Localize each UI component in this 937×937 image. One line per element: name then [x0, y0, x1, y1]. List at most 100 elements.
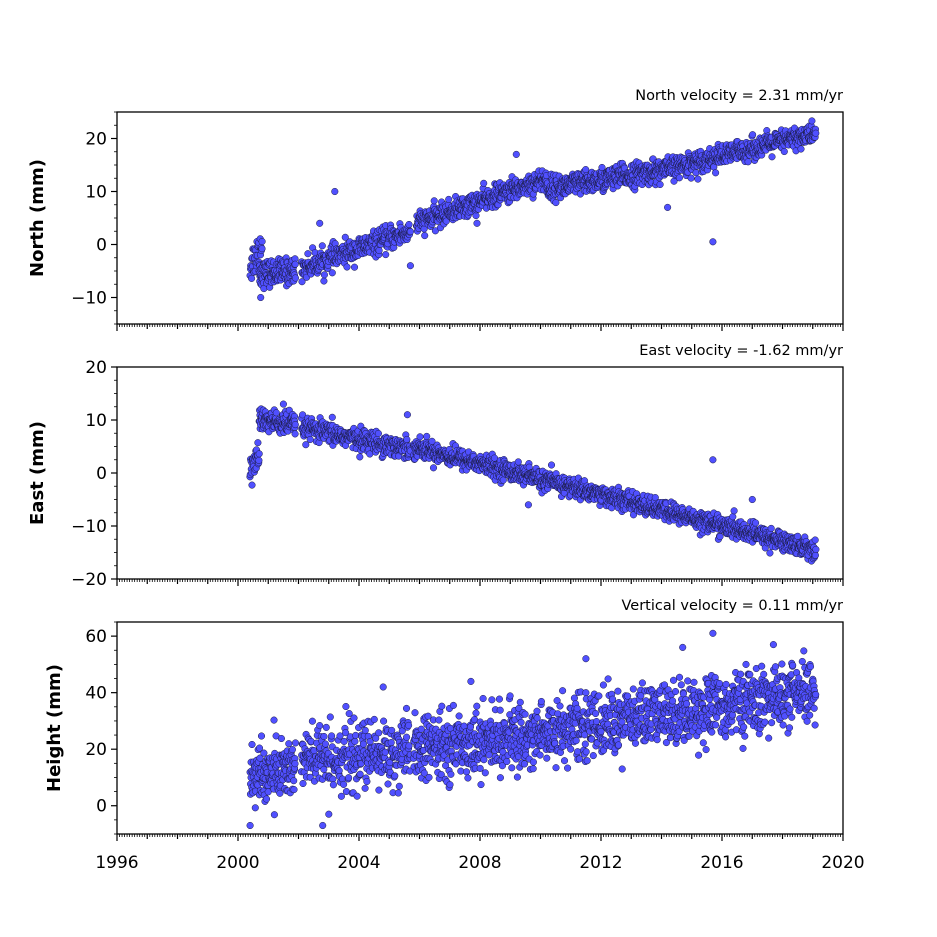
- outlier-point: [257, 293, 265, 302]
- data-point: [320, 732, 328, 741]
- data-point: [298, 278, 306, 286]
- outlier-point: [709, 238, 717, 246]
- data-point: [304, 250, 312, 258]
- data-point: [808, 117, 816, 125]
- data-point: [329, 781, 337, 789]
- data-point: [384, 780, 392, 788]
- data-point: [382, 251, 390, 259]
- data-point: [328, 732, 336, 740]
- data-point: [794, 532, 802, 540]
- data-point: [812, 129, 820, 137]
- data-point: [391, 772, 399, 780]
- data-point: [318, 242, 326, 250]
- data-point: [299, 779, 307, 788]
- y-tick-label: 0: [96, 236, 107, 256]
- data-point: [402, 704, 411, 712]
- data-point: [394, 789, 402, 797]
- data-point: [744, 158, 752, 166]
- data-point: [320, 277, 328, 285]
- data-point: [340, 780, 348, 788]
- data-point: [255, 450, 263, 458]
- data-point: [423, 432, 431, 440]
- data-point: [255, 456, 263, 464]
- data-point: [260, 749, 268, 757]
- data-point: [411, 709, 419, 717]
- north-ylabel: North (mm): [27, 159, 48, 277]
- data-point: [712, 169, 720, 177]
- data-point: [403, 733, 411, 741]
- outlier-point: [331, 187, 339, 196]
- data-point: [361, 726, 369, 734]
- data-point: [406, 228, 414, 236]
- outlier-point: [316, 219, 324, 227]
- outlier-point: [512, 150, 520, 158]
- data-point: [656, 180, 664, 189]
- data-point: [514, 458, 522, 466]
- data-point: [811, 551, 819, 559]
- data-point: [356, 770, 364, 778]
- data-point: [438, 702, 446, 710]
- data-point: [345, 774, 353, 782]
- height-ylabel: Height (mm): [44, 664, 65, 792]
- data-point: [416, 433, 424, 441]
- data-point: [425, 773, 433, 781]
- data-point: [350, 263, 359, 271]
- data-point: [341, 233, 349, 241]
- data-point: [251, 804, 259, 812]
- data-point: [363, 777, 371, 786]
- outlier-point: [664, 203, 672, 211]
- data-point: [480, 179, 488, 187]
- data-point: [277, 734, 285, 743]
- north-velocity-title: North velocity = 2.31 mm/yr: [635, 88, 843, 104]
- data-point: [262, 795, 271, 803]
- data-point: [342, 702, 350, 711]
- data-point: [291, 274, 299, 282]
- data-point: [405, 721, 413, 729]
- data-point: [380, 717, 388, 725]
- data-point: [248, 740, 256, 749]
- data-point: [328, 269, 336, 277]
- data-point: [308, 717, 316, 725]
- data-point: [797, 145, 805, 153]
- data-point: [403, 435, 411, 444]
- data-point: [291, 430, 299, 438]
- east-velocity-title: East velocity = -1.62 mm/yr: [639, 343, 843, 359]
- data-point: [687, 174, 695, 182]
- data-point: [322, 723, 330, 731]
- data-point: [248, 481, 256, 489]
- data-point: [291, 760, 299, 768]
- data-point: [780, 147, 788, 156]
- data-point: [288, 746, 296, 754]
- data-point: [290, 786, 298, 794]
- data-point: [387, 739, 395, 747]
- data-point: [270, 716, 278, 724]
- data-point: [767, 524, 775, 532]
- data-point: [291, 260, 299, 268]
- data-point: [320, 271, 328, 279]
- data-point: [306, 435, 314, 444]
- data-point: [254, 439, 262, 447]
- outlier-point: [524, 501, 532, 509]
- data-point: [337, 792, 345, 800]
- data-point: [812, 545, 820, 553]
- data-point: [321, 740, 329, 748]
- data-point: [302, 441, 310, 449]
- data-point: [582, 166, 590, 174]
- north-panel: North velocity = 2.31 mm/yr North (mm) −…: [27, 88, 844, 331]
- y-tick-label: −10: [71, 289, 107, 309]
- data-point: [749, 131, 757, 139]
- north-points: [246, 117, 820, 302]
- data-point: [285, 740, 293, 748]
- y-tick-label: 10: [85, 411, 107, 431]
- data-point: [692, 169, 700, 177]
- data-point: [359, 740, 367, 748]
- data-point: [768, 153, 776, 161]
- data-point: [716, 533, 724, 541]
- data-point: [272, 409, 280, 417]
- data-point: [316, 722, 324, 730]
- outlier-point: [279, 400, 287, 408]
- y-tick-label: −10: [71, 517, 107, 537]
- data-point: [361, 784, 369, 792]
- data-point: [417, 725, 425, 733]
